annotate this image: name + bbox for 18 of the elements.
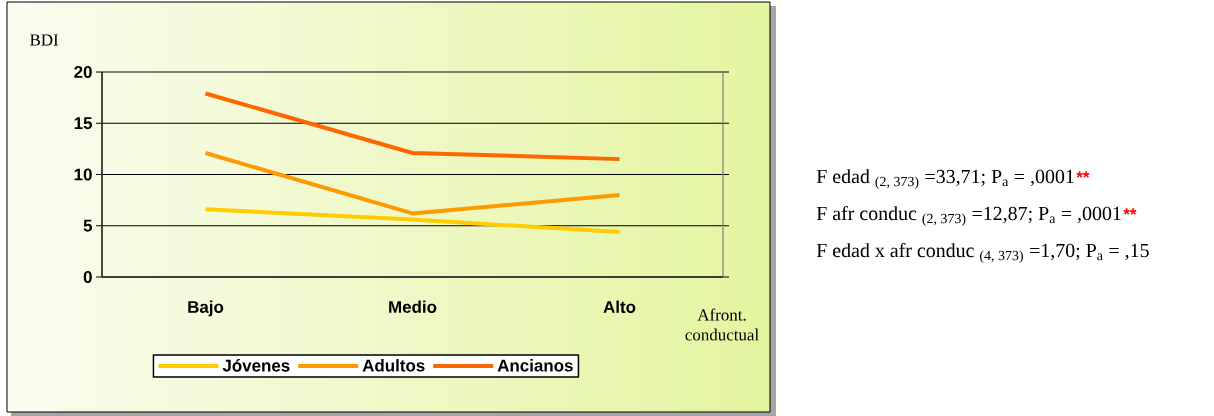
- y-tick-label: 10: [74, 168, 92, 181]
- y-tick-label: 5: [83, 219, 93, 232]
- text: F edad x afr conduc $_{(4, 373)}$ =1,70; P$_{a}$ = ,15: [816, 242, 1149, 264]
- text: F afr conduc $_{(2, 373)}$ =12,87; P$_{a}$ = ,0001: [816, 205, 1121, 227]
- x-tick-label: Medio: [389, 300, 437, 313]
- y-axis-title: BDI: [30, 34, 59, 46]
- text: F edad $_{(2, 373)}$ =33,71; P$_{a}$ = ,0001: [816, 169, 1074, 190]
- y-tick-label: 0: [83, 271, 92, 283]
- y-tick-label: 15: [74, 117, 93, 130]
- x-axis-title: Afront. conductual: [685, 308, 759, 341]
- y-tick-label: 20: [74, 66, 92, 78]
- legend-label: Ancianos: [497, 359, 573, 372]
- text: **: [1123, 208, 1137, 215]
- legend-label: Jóvenes: [222, 359, 290, 372]
- x-tick-label: Bajo: [188, 300, 224, 317]
- text: **: [1076, 171, 1090, 178]
- legend-label: Adultos: [362, 359, 425, 372]
- x-tick-label: Alto: [603, 300, 636, 313]
